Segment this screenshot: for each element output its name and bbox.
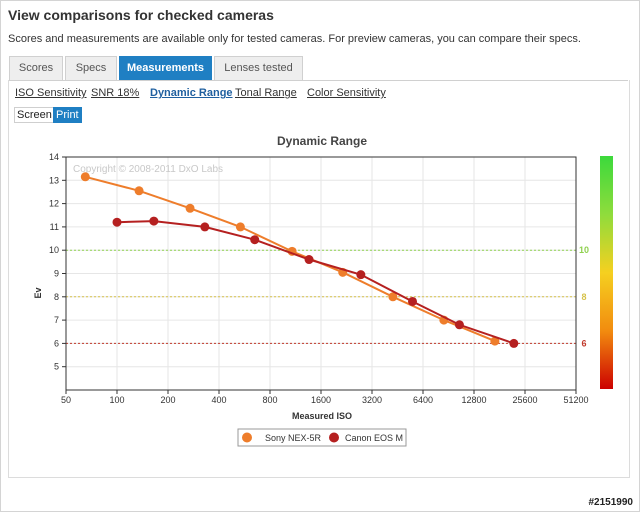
series-0-point [388,292,398,302]
dynamic-range-chart: Dynamic Range 10 8 6 Copyright © 2008-2011… [33,134,613,447]
series-0-point [185,203,195,213]
dynamic-range-colorbar [600,156,613,389]
x-tick-label: 800 [262,395,277,405]
x-tick-label: 12800 [461,395,486,405]
series-0-point [134,186,144,196]
legend-box [237,428,407,447]
tab-specs[interactable]: Specs [65,56,117,80]
chart-series [80,172,519,348]
tab-scores[interactable]: Scores [9,56,63,80]
reference-lines: 10 8 6 [66,245,589,348]
x-tick-label: 3200 [362,395,382,405]
series-0-point [235,222,245,232]
legend-label-1: Canon EOS M [345,433,403,443]
x-tick-label: 200 [160,395,175,405]
tab-divider [8,80,628,81]
series-1-point [304,255,314,265]
legend-label-0: Sony NEX-5R [265,433,322,443]
reference-line-label: 10 [579,245,589,255]
measurements-content [8,80,630,478]
page-subtitle: Scores and measurements are available on… [8,33,581,45]
chart-copyright: Copyright © 2008-2011 DxO Labs [73,164,223,175]
subnav-dynamic-range[interactable]: Dynamic Range [150,87,233,99]
x-tick-label: 1600 [311,395,331,405]
subnav-tonal-range[interactable]: Tonal Range [235,87,297,99]
y-tick-label: 8 [54,292,59,302]
series-1-point [200,222,210,232]
reference-line-label: 8 [581,292,586,302]
x-tick-label: 51200 [563,395,588,405]
reference-line-label: 6 [581,338,586,348]
y-tick-label: 12 [49,199,59,209]
x-tick-label: 50 [61,395,71,405]
series-0-point [80,172,90,182]
series-1-point [509,338,519,348]
y-tick-label: 5 [54,362,59,372]
subnav-iso-sensitivity[interactable]: ISO Sensitivity [15,87,87,99]
y-tick-label: 6 [54,338,59,348]
series-1-point [112,217,122,227]
x-tick-label: 400 [211,395,226,405]
series-1-point [356,270,366,280]
y-tick-label: 10 [49,245,59,255]
y-tick-label: 14 [49,152,59,162]
chart-title: Dynamic Range [277,134,367,148]
y-tick-label: 9 [54,269,59,279]
chart-legend: Sony NEX-5R Canon EOS M [237,428,407,447]
x-tick-label: 25600 [512,395,537,405]
series-line-0 [85,175,496,342]
y-axis-ticks: 5 6 7 8 9 10 11 12 13 14 [49,152,66,372]
print-toggle-button[interactable]: Print [53,107,82,123]
legend-marker-1 [329,432,339,443]
subnav-color-sensitivity[interactable]: Color Sensitivity [307,87,386,99]
y-tick-label: 11 [50,222,59,232]
image-id: #2151990 [588,497,634,508]
page-title: View comparisons for checked cameras [8,7,274,23]
tab-measurements[interactable]: Measurements [119,56,212,80]
series-1-point [250,235,260,245]
y-tick-label: 7 [54,315,59,325]
series-1-point [454,320,464,330]
subnav-snr-18[interactable]: SNR 18% [91,87,140,99]
x-tick-label: 6400 [413,395,433,405]
x-tick-label: 100 [109,395,124,405]
x-axis-label: Measured ISO [292,411,352,421]
legend-marker-0 [242,432,252,443]
series-1-point [408,296,418,306]
tab-lenses-tested[interactable]: Lenses tested [214,56,303,80]
series-0-point [490,336,500,346]
y-axis-label: Ev [33,287,43,298]
series-1-point [149,216,159,226]
y-tick-label: 13 [49,175,59,185]
x-axis-ticks: 50 100 200 400 800 1600 3200 6400 12800 25600 5120… [61,390,589,405]
